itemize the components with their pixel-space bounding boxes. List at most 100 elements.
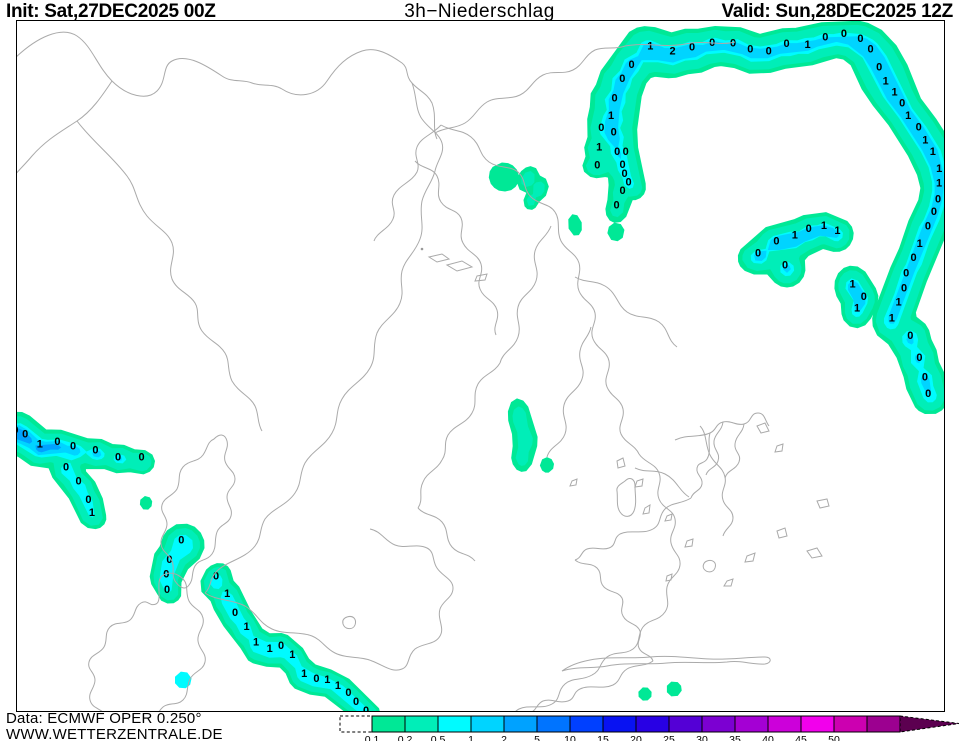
svg-text:1: 1 [930, 146, 936, 158]
svg-text:0: 0 [17, 425, 18, 437]
svg-text:1: 1 [647, 41, 653, 53]
svg-text:30: 30 [696, 734, 708, 741]
svg-text:0: 0 [85, 494, 91, 506]
svg-text:0: 0 [614, 146, 620, 158]
svg-text:0: 0 [922, 372, 928, 384]
svg-text:0: 0 [857, 33, 863, 45]
svg-text:0: 0 [755, 248, 761, 260]
svg-text:45: 45 [795, 734, 807, 741]
svg-text:0: 0 [623, 146, 629, 158]
svg-text:0: 0 [75, 476, 81, 488]
svg-text:0: 0 [611, 93, 617, 105]
svg-text:1: 1 [792, 230, 798, 242]
svg-text:1: 1 [243, 621, 249, 633]
svg-text:1: 1 [301, 668, 307, 680]
svg-text:0: 0 [925, 388, 931, 400]
svg-text:1: 1 [267, 643, 273, 655]
svg-text:1: 1 [895, 296, 901, 308]
svg-text:0: 0 [619, 73, 625, 85]
svg-text:2: 2 [501, 734, 507, 741]
svg-text:1: 1 [468, 734, 474, 741]
svg-text:0: 0 [70, 441, 76, 453]
svg-text:0: 0 [868, 44, 874, 56]
svg-text:0: 0 [353, 696, 359, 708]
svg-text:0: 0 [730, 38, 736, 50]
svg-text:0: 0 [911, 252, 917, 264]
svg-text:0: 0 [598, 122, 604, 134]
svg-text:1: 1 [892, 87, 898, 99]
svg-text:0: 0 [622, 168, 628, 180]
svg-text:35: 35 [729, 734, 741, 741]
svg-text:1: 1 [834, 225, 840, 237]
svg-text:0: 0 [619, 185, 625, 197]
svg-text:1: 1 [854, 303, 860, 315]
svg-text:0: 0 [903, 268, 909, 280]
svg-text:0: 0 [92, 445, 98, 457]
svg-text:0: 0 [115, 452, 121, 464]
svg-text:0: 0 [935, 194, 941, 206]
svg-text:1: 1 [936, 177, 942, 189]
svg-text:1: 1 [224, 588, 230, 600]
svg-text:0: 0 [232, 607, 238, 619]
svg-text:1: 1 [883, 75, 889, 87]
svg-text:0.1: 0.1 [365, 734, 380, 741]
svg-text:2: 2 [670, 45, 676, 57]
svg-text:1: 1 [922, 134, 928, 146]
svg-text:0: 0 [313, 673, 319, 685]
svg-text:1: 1 [917, 238, 923, 250]
svg-text:1: 1 [253, 637, 259, 649]
svg-text:0: 0 [901, 282, 907, 294]
svg-text:0: 0 [916, 122, 922, 134]
svg-text:0: 0 [806, 223, 812, 235]
svg-text:0: 0 [916, 352, 922, 364]
svg-text:5: 5 [534, 734, 540, 741]
svg-text:0: 0 [345, 687, 351, 699]
svg-text:1: 1 [821, 220, 827, 232]
svg-text:0: 0 [611, 127, 617, 139]
svg-text:1: 1 [608, 110, 614, 122]
svg-text:0: 0 [594, 160, 600, 172]
svg-text:0: 0 [278, 640, 284, 652]
svg-text:0: 0 [899, 97, 905, 109]
svg-text:0: 0 [614, 200, 620, 212]
svg-text:1: 1 [804, 39, 810, 51]
svg-text:1: 1 [37, 439, 43, 451]
svg-text:1: 1 [905, 110, 911, 122]
svg-text:0: 0 [178, 534, 184, 546]
svg-text:40: 40 [762, 734, 774, 741]
svg-text:50: 50 [828, 734, 840, 741]
svg-text:10: 10 [564, 734, 576, 741]
svg-text:20: 20 [630, 734, 642, 741]
svg-text:0: 0 [363, 705, 369, 711]
svg-text:1: 1 [596, 142, 602, 154]
svg-text:1: 1 [889, 312, 895, 324]
svg-text:0: 0 [63, 461, 69, 473]
svg-text:0: 0 [925, 221, 931, 233]
svg-text:1: 1 [324, 674, 330, 686]
svg-text:1: 1 [289, 649, 295, 661]
svg-text:0: 0 [907, 330, 913, 342]
svg-text:0: 0 [22, 428, 28, 440]
svg-text:0: 0 [783, 38, 789, 50]
svg-text:0: 0 [766, 45, 772, 57]
svg-text:0: 0 [747, 43, 753, 55]
svg-text:0: 0 [54, 436, 60, 448]
svg-text:0.5: 0.5 [431, 734, 446, 741]
svg-text:0: 0 [861, 291, 867, 303]
svg-text:15: 15 [597, 734, 609, 741]
svg-text:0: 0 [138, 452, 144, 464]
svg-text:0: 0 [629, 59, 635, 71]
svg-text:0: 0 [841, 28, 847, 40]
svg-text:1: 1 [849, 278, 855, 290]
svg-text:25: 25 [663, 734, 675, 741]
svg-text:1: 1 [89, 507, 95, 519]
svg-text:0: 0 [164, 584, 170, 596]
svg-text:0: 0 [876, 61, 882, 73]
svg-text:0: 0 [782, 260, 788, 272]
svg-text:0: 0 [931, 206, 937, 218]
svg-text:1: 1 [335, 680, 341, 692]
svg-text:0.2: 0.2 [398, 734, 413, 741]
svg-text:0: 0 [822, 32, 828, 44]
svg-text:0: 0 [773, 236, 779, 248]
svg-text:1: 1 [936, 163, 942, 175]
